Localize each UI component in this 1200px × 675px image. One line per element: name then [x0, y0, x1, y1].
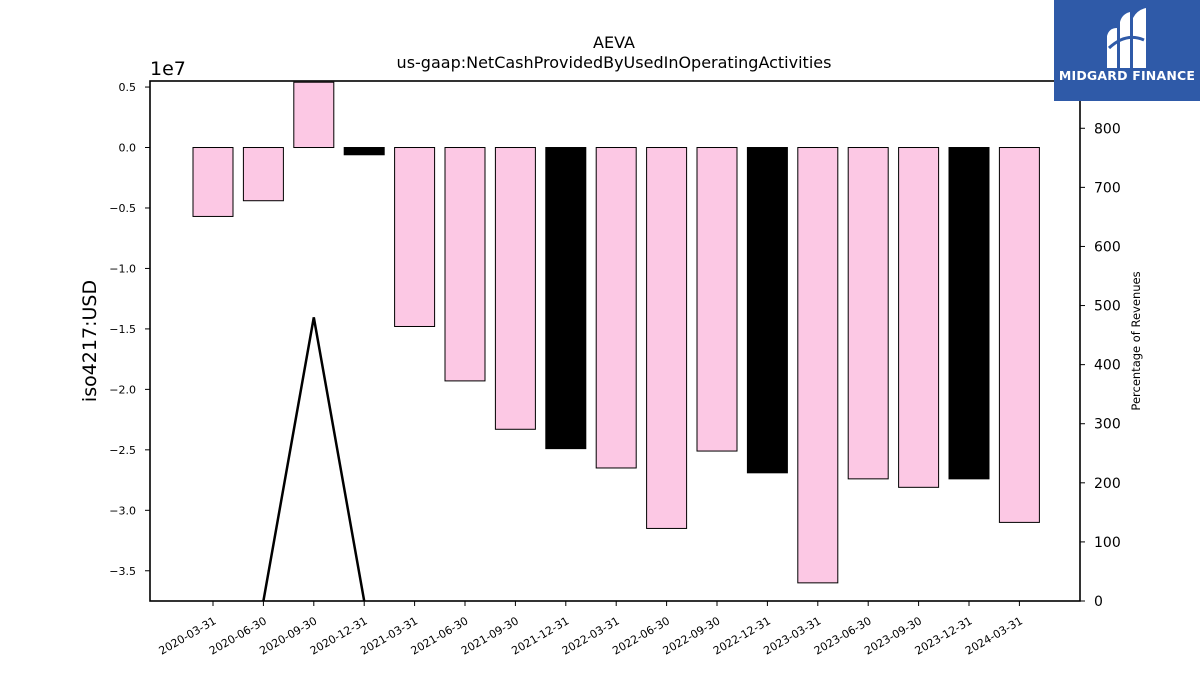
bar-2024-03-31 — [998, 147, 1040, 523]
percentage-line — [262, 317, 366, 601]
bar-2023-06-30 — [847, 147, 889, 480]
bar-2020-03-31 — [192, 147, 234, 217]
bar-2021-12-31 — [545, 147, 587, 450]
line-group — [262, 317, 366, 601]
y2-tick-label: 500 — [1094, 299, 1121, 315]
y-tick-label: −0.5 — [109, 202, 136, 215]
y2-axis-label: Percentage of Revenues — [1129, 271, 1143, 410]
y-tick-label: −1.0 — [109, 262, 136, 275]
bar-2020-12-31 — [343, 147, 385, 156]
y2-tick-label: 200 — [1094, 476, 1121, 492]
bar-2023-03-31 — [797, 147, 839, 584]
bar-2022-12-31 — [746, 147, 788, 474]
y-offset-label: 1e7 — [150, 58, 186, 80]
bar-2022-09-30 — [696, 147, 738, 452]
chart-subtitle: us-gaap:NetCashProvidedByUsedInOperating… — [397, 53, 832, 72]
y2-tick-label: 300 — [1094, 417, 1121, 433]
y2-tick-label: 700 — [1094, 180, 1121, 196]
bar-2023-12-31 — [948, 147, 990, 480]
y-tick-label: −3.0 — [109, 504, 136, 517]
logo-mark-icon — [1107, 8, 1146, 68]
bar-2020-06-30 — [242, 147, 284, 202]
y-tick-label: −2.5 — [109, 444, 136, 457]
bar-2022-03-31 — [595, 147, 637, 469]
y2-tick-label: 600 — [1094, 239, 1121, 255]
y-tick-label: 0.0 — [119, 142, 137, 155]
bar-2021-03-31 — [394, 147, 436, 327]
bars-group — [192, 81, 1040, 584]
y2-tick-label: 800 — [1094, 121, 1121, 137]
logo-text: MIDGARD FINANCE — [1058, 68, 1196, 83]
y-tick-label: 0.5 — [119, 81, 137, 94]
bar-2020-09-30 — [293, 81, 335, 149]
y-tick-label: −3.5 — [109, 565, 136, 578]
x-tick-label: 2024-03-31 — [963, 614, 1025, 657]
y2-tick-label: 400 — [1094, 358, 1121, 374]
y-tick-label: −1.5 — [109, 323, 136, 336]
y-tick-label: −2.0 — [109, 383, 136, 396]
y2-tick-label: 100 — [1094, 535, 1121, 551]
bar-2021-09-30 — [494, 147, 536, 430]
bar-2023-09-30 — [898, 147, 940, 488]
bar-2021-06-30 — [444, 147, 486, 382]
y2-tick-label: 0 — [1094, 594, 1103, 610]
y-axis-label: iso4217:USD — [79, 280, 101, 402]
plot-frame — [149, 80, 1081, 602]
midgard-finance-logo: MIDGARD FINANCE — [1054, 0, 1200, 101]
chart-title: AEVA — [593, 33, 635, 52]
bar-2022-06-30 — [646, 147, 688, 529]
